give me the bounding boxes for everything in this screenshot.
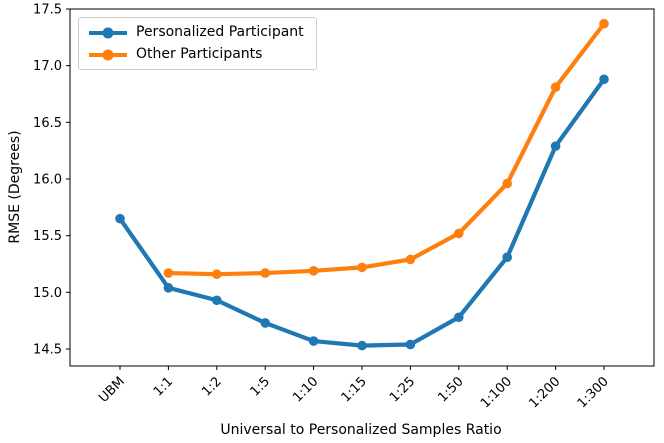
x-tick-label: 1:2: [199, 374, 224, 399]
x-tick-label: 1:50: [435, 374, 466, 405]
data-point-marker: [502, 178, 512, 189]
legend-line-marker-swatch: [89, 49, 127, 60]
data-point-marker: [405, 339, 416, 350]
data-point-marker: [260, 318, 271, 328]
x-tick-label: 1:5: [248, 374, 273, 399]
data-point-marker: [405, 254, 416, 265]
data-point-marker: [115, 213, 125, 224]
data-point-marker: [163, 268, 174, 278]
legend-marker-dot: [102, 49, 114, 60]
legend: Personalized Participant Other Participa…: [78, 17, 317, 70]
y-tick-label: 17.5: [33, 3, 62, 18]
x-tick-label: 1:300: [575, 374, 612, 411]
y-tick-label: 14.5: [33, 343, 62, 358]
data-point-marker: [454, 228, 464, 239]
legend-label: Other Participants: [136, 46, 263, 62]
data-point-marker: [599, 74, 609, 85]
legend-line-marker-swatch: [89, 27, 127, 38]
data-point-marker: [357, 340, 367, 351]
x-tick-label: 1:200: [526, 374, 563, 411]
x-tick-label: 1:100: [478, 374, 515, 411]
series-line: [168, 22, 606, 277]
x-tick-label: 1:25: [387, 374, 418, 405]
legend-label: Personalized Participant: [136, 24, 304, 40]
y-tick-label: 16.0: [33, 173, 62, 188]
legend-item-personalized-participant: Personalized Participant: [89, 24, 304, 41]
legend-item-other-participants: Other Participants: [89, 46, 304, 63]
data-point-marker: [260, 268, 271, 278]
data-point-marker: [599, 18, 609, 29]
data-point-marker: [308, 266, 319, 276]
x-tick-label: 1:1: [151, 374, 176, 399]
y-axis-label: RMSE (Degrees): [7, 130, 23, 244]
data-point-marker: [454, 312, 464, 323]
data-point-marker: [212, 295, 222, 306]
y-tick-label: 15.5: [33, 229, 62, 244]
data-point-marker: [550, 141, 561, 151]
data-point-marker: [550, 82, 561, 92]
legend-marker-dot: [102, 27, 114, 38]
series-line: [118, 78, 606, 348]
y-tick-label: 16.5: [33, 116, 62, 131]
data-point-marker: [163, 283, 174, 293]
x-axis-label: Universal to Personalized Samples Ratio: [220, 422, 502, 438]
y-tick-label: 17.0: [33, 59, 62, 74]
data-point-marker: [212, 269, 222, 280]
y-tick-label: 15.0: [33, 286, 62, 301]
x-tick-label: 1:10: [290, 374, 321, 405]
x-tick-label: UBM: [96, 374, 128, 406]
data-point-marker: [502, 252, 512, 262]
x-tick-label: 1:15: [339, 374, 370, 405]
data-point-marker: [308, 336, 319, 346]
data-point-marker: [357, 262, 367, 273]
